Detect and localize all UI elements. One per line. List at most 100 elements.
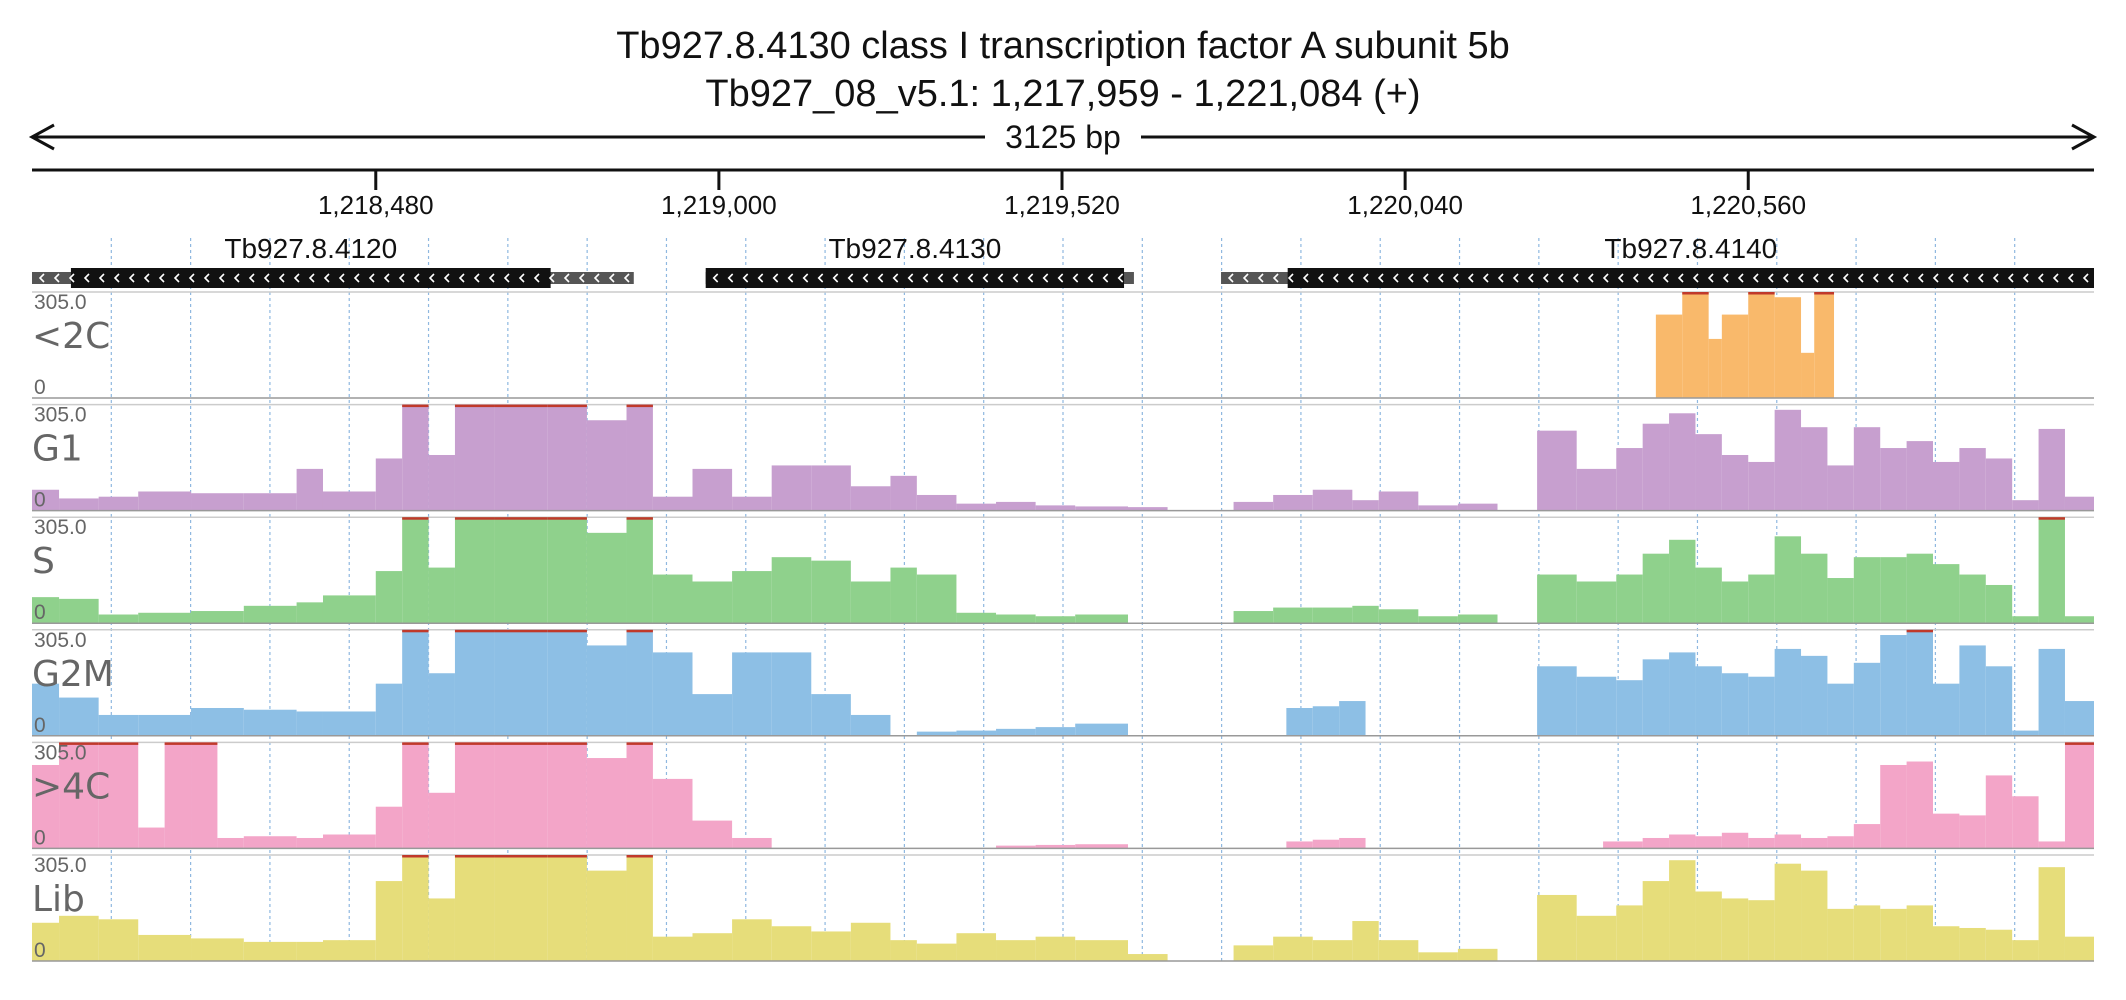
coverage-bar — [1669, 539, 1696, 624]
coverage-bar — [1418, 505, 1458, 511]
coverage-bar — [1312, 607, 1353, 624]
chevron-left-icon — [907, 273, 914, 283]
clip-indicator — [626, 742, 653, 745]
coverage-bar — [1801, 352, 1815, 398]
chevron-left-icon — [1737, 273, 1744, 283]
chevron-left-icon — [892, 273, 899, 283]
coverage-bar — [32, 489, 60, 511]
coverage-bar — [586, 870, 627, 961]
coverage-bar — [1801, 837, 1828, 849]
coverage-bar — [1906, 629, 1933, 736]
chevron-left-icon — [1467, 273, 1474, 283]
coverage-bar — [2064, 936, 2094, 961]
gene-label: Tb927.8.4130 — [828, 233, 1001, 264]
coverage-bar — [586, 645, 627, 736]
coverage-bar — [2038, 841, 2065, 849]
coverage-bar — [811, 560, 851, 624]
chevron-left-icon — [293, 273, 300, 283]
clip-indicator — [547, 517, 587, 520]
coverage-series — [1233, 921, 1498, 961]
chevron-left-icon — [1812, 273, 1819, 283]
coverage-bar — [1418, 616, 1458, 624]
coverage-bar — [32, 597, 60, 624]
clip-indicator — [547, 742, 587, 745]
coverage-bar — [2064, 701, 2094, 736]
coverage-bar — [2012, 940, 2039, 961]
coverage-bar — [1075, 723, 1128, 736]
coverage-bar — [1906, 761, 1933, 849]
coverage-bar — [916, 574, 957, 624]
coverage-bar — [547, 742, 587, 849]
coverage-bar — [1273, 607, 1313, 624]
coverage-bar — [217, 837, 244, 849]
coverage-bar — [1774, 536, 1802, 624]
coverage-bar — [454, 517, 495, 624]
coverage-bar — [1959, 574, 1986, 624]
coverage-bar — [1682, 292, 1709, 398]
coverage-bar — [1537, 666, 1577, 736]
chevron-left-icon — [203, 273, 210, 283]
coverage-bar — [1721, 581, 1749, 624]
coverage-bar — [243, 941, 297, 961]
coverage-bar — [1695, 891, 1722, 961]
chevron-left-icon — [922, 273, 929, 283]
chevron-left-icon — [1317, 273, 1324, 283]
coverage-bar — [1312, 489, 1353, 511]
chevron-left-icon — [518, 273, 525, 283]
coverage-bar — [1537, 894, 1577, 961]
chevron-left-icon — [1782, 273, 1789, 283]
span-label: 3125 bp — [1005, 119, 1121, 155]
chevron-left-icon — [68, 273, 75, 283]
coverage-bar — [1669, 652, 1696, 736]
chevron-left-icon — [248, 273, 255, 283]
coverage-bar — [375, 806, 403, 849]
coverage-bar — [1035, 936, 1076, 961]
coverage-bar — [1853, 557, 1881, 624]
figure-title-line1: Tb927.8.4130 class I transcription facto… — [616, 25, 1510, 67]
chevron-left-icon — [113, 273, 120, 283]
coverage-bar — [2012, 730, 2039, 736]
coverage-bar — [732, 571, 772, 624]
chevron-left-icon — [38, 273, 45, 283]
coverage-bar — [1827, 836, 1854, 849]
chevron-left-icon — [1102, 273, 1109, 283]
coverage-bar — [494, 517, 548, 624]
chevron-left-icon — [1422, 273, 1429, 283]
coverage-bar — [1827, 578, 1854, 624]
coverage-bar — [1457, 948, 1498, 961]
chevron-left-icon — [578, 273, 585, 283]
coverage-bar — [771, 926, 812, 961]
track-max-label: 305.0 — [34, 854, 87, 877]
coverage-bar — [2038, 867, 2065, 961]
coverage-bar — [1695, 666, 1722, 736]
track-min-label: 0 — [34, 826, 46, 849]
chevron-left-icon — [2037, 273, 2044, 283]
track-name: Lib — [32, 879, 85, 920]
chevron-left-icon — [443, 273, 450, 283]
coverage-bar — [956, 612, 997, 624]
chevron-left-icon — [2067, 273, 2074, 283]
chevron-left-icon — [428, 273, 435, 283]
coverage-bar — [1906, 905, 1933, 961]
coverage-bar — [916, 943, 957, 961]
coverage-bar — [2064, 742, 2094, 849]
coverage-bar — [138, 491, 192, 511]
chevron-left-icon — [1272, 273, 1279, 283]
clip-indicator — [494, 742, 548, 745]
coverage-bar — [2064, 616, 2094, 624]
coverage-bar — [1616, 905, 1643, 961]
coverage-bar — [59, 498, 99, 511]
coverage-bar — [652, 496, 693, 511]
clip-indicator — [547, 629, 587, 633]
coverage-bar — [996, 728, 1036, 736]
chevron-left-icon — [1887, 273, 1894, 283]
chevron-left-icon — [158, 273, 165, 283]
axis-tick-label: 1,218,480 — [318, 190, 434, 220]
clip-indicator — [454, 855, 495, 858]
coverage-bar — [652, 778, 693, 849]
coverage-bar — [1932, 926, 1960, 961]
coverage-series — [32, 855, 1168, 961]
coverage-bar — [1695, 434, 1722, 511]
coverage-bar — [732, 837, 772, 849]
coverage-bar — [1880, 635, 1907, 736]
